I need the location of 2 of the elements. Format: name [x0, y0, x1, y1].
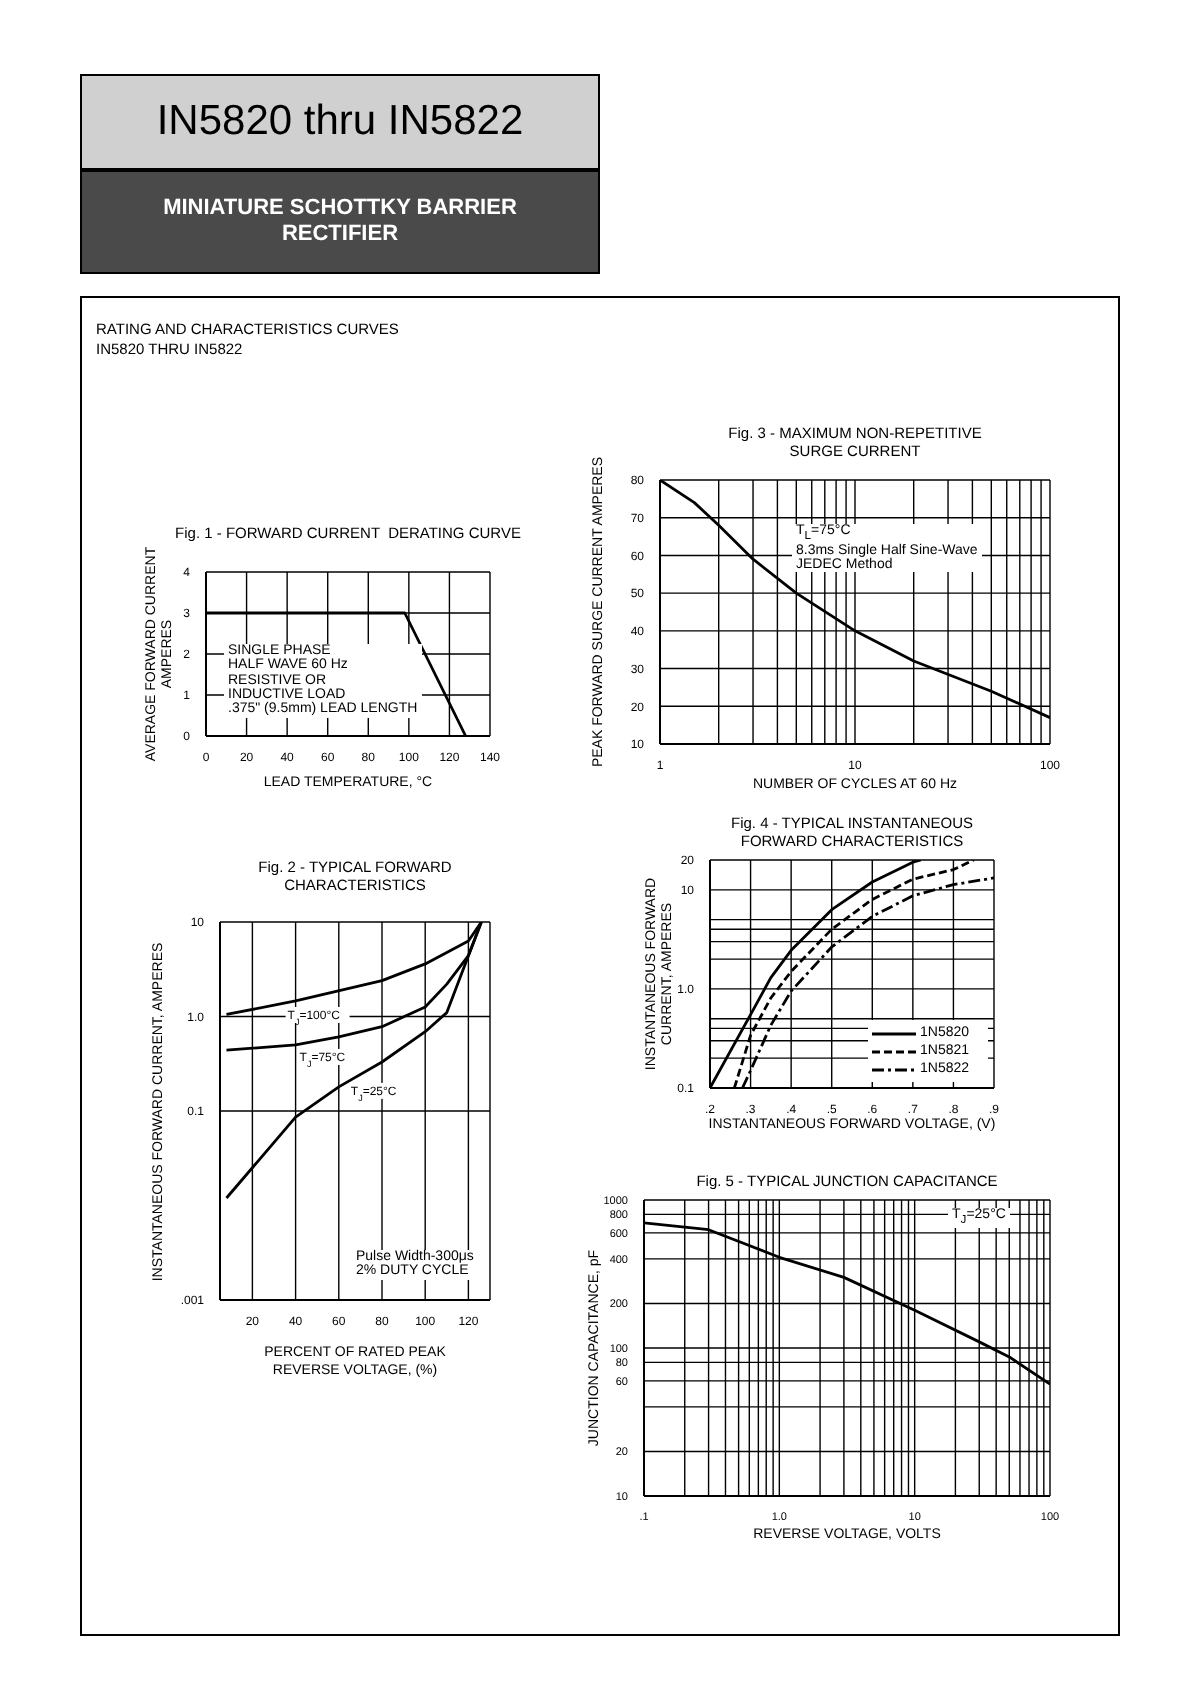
- text: MINIATURE SCHOTTKY BARRIER RECTIFIER: [80, 170, 600, 274]
- text: IN5820 thru IN5822: [80, 74, 600, 170]
